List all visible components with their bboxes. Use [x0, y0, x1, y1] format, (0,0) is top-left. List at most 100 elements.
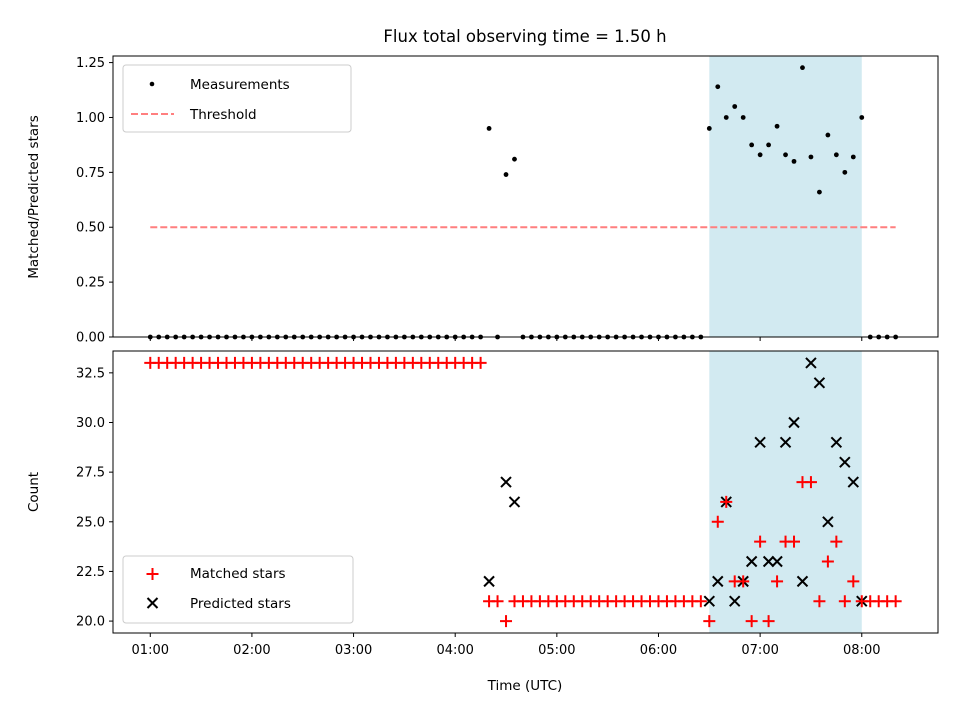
- matched-star-marker: [500, 615, 513, 628]
- matched-star-marker: [847, 575, 860, 588]
- legend-predicted-marker: [146, 597, 159, 609]
- predicted-star-marker: [500, 476, 512, 488]
- legend-measurements-label: Measurements: [190, 77, 290, 93]
- legend-bottom: Matched stars Predicted stars: [122, 555, 354, 624]
- legend-matched-marker: [146, 568, 159, 580]
- measurement-point: [757, 152, 763, 158]
- matched-star-marker: [754, 535, 767, 548]
- matched-star-marker: [821, 555, 834, 568]
- measurement-point: [774, 123, 780, 129]
- x-tick-label: 02:00: [233, 643, 270, 658]
- predicted-star-marker: [771, 555, 783, 568]
- plot-frame-top: [112, 55, 939, 338]
- legend-threshold-label: Threshold: [189, 107, 257, 123]
- matched-star-marker: [762, 615, 775, 628]
- measurement-point: [486, 126, 492, 131]
- x-axis-label: Time (UTC): [487, 678, 563, 694]
- legend-measurements-marker: [149, 81, 155, 87]
- predicted-star-marker: [847, 476, 860, 488]
- measurement-point: [850, 154, 856, 160]
- x-tick-label: 03:00: [335, 643, 372, 658]
- x-tick-label: 04:00: [436, 643, 473, 658]
- panel-top: 0.00 0.25 0.50 0.75 1.00 1.25: [76, 55, 939, 346]
- legend-predicted-label: Predicted stars: [190, 596, 291, 612]
- chart-title: Flux total observing time = 1.50 h: [383, 27, 666, 46]
- legend-bottom-frame: [122, 555, 354, 624]
- measurement-point: [791, 158, 797, 164]
- plot-frame-bottom: [112, 350, 939, 634]
- measurement-point: [766, 142, 771, 148]
- measurement-point: [723, 115, 729, 120]
- matched-star-marker: [889, 595, 902, 608]
- predicted-star-marker: [788, 416, 800, 429]
- top-y-axis-label: Matched/Predicted stars: [26, 115, 42, 278]
- matched-star-marker: [474, 356, 487, 369]
- matched-star-marker: [745, 615, 758, 628]
- matched-star-marker: [491, 595, 504, 608]
- matched-star-marker: [694, 595, 707, 608]
- measurement-point: [817, 189, 822, 195]
- x-tick-label: 01:00: [132, 643, 169, 658]
- predicted-star-marker: [745, 555, 758, 568]
- measurement-point: [842, 169, 848, 175]
- predicted-star-marker: [703, 595, 716, 607]
- measurement-point: [800, 65, 805, 71]
- predicted-star-marker: [796, 575, 809, 588]
- x-tick-label: 06:00: [640, 643, 677, 658]
- measurement-point: [715, 84, 721, 90]
- matched-star-marker: [703, 615, 716, 628]
- matched-star-marker: [804, 476, 817, 489]
- matched-star-marker: [830, 535, 843, 548]
- x-tick-label: 07:00: [741, 643, 778, 658]
- predicted-star-marker: [822, 516, 834, 528]
- y-tick-label-bottom: 25.0: [76, 515, 105, 530]
- measurement-point: [503, 172, 509, 177]
- legend-top-frame: [122, 64, 352, 133]
- x-tick-label: 08:00: [843, 643, 880, 658]
- legend-matched-label: Matched stars: [190, 566, 286, 582]
- matched-star-marker: [788, 535, 801, 548]
- matched-star-marker: [838, 595, 851, 608]
- matched-star-marker: [771, 575, 784, 588]
- y-tick-label-top: 0.00: [76, 331, 105, 346]
- y-tick-label-bottom: 27.5: [76, 466, 105, 481]
- measurement-point: [808, 154, 814, 160]
- predicted-star-marker: [839, 456, 851, 468]
- legend-top: Measurements Threshold: [122, 64, 352, 133]
- predicted-star-marker: [483, 575, 495, 588]
- measurement-point: [825, 132, 831, 138]
- measurement-point: [740, 115, 746, 120]
- y-tick-label-top: 0.25: [76, 276, 105, 291]
- measurement-point: [749, 142, 755, 148]
- matched-star-marker: [711, 515, 724, 528]
- y-tick-label-bottom: 30.0: [76, 416, 105, 431]
- highlight-span-bottom: [709, 351, 862, 633]
- measurement-point: [783, 152, 788, 158]
- matched-star-marker: [737, 575, 750, 588]
- predicted-star-marker: [508, 496, 521, 508]
- matched-star-marker: [813, 595, 826, 608]
- measurement-point: [833, 152, 839, 158]
- y-tick-label-bottom: 32.5: [76, 366, 105, 381]
- measurement-point: [859, 115, 865, 120]
- matched-star-marker: [720, 495, 733, 508]
- x-tick-label: 05:00: [538, 643, 575, 658]
- predicted-star-marker: [729, 595, 741, 607]
- y-tick-label-bottom: 22.5: [76, 565, 105, 580]
- predicted-star-marker: [754, 436, 766, 449]
- predicted-star-marker: [779, 436, 792, 449]
- panel-bottom: 20.0 22.5 25.0 27.5 30.0 32.5 01:00 02:00 03:00 0…: [76, 350, 939, 658]
- y-tick-label-bottom: 20.0: [76, 615, 105, 630]
- predicted-star-marker: [813, 377, 826, 389]
- y-tick-label-top: 1.25: [76, 56, 105, 71]
- predicted-star-marker: [712, 575, 724, 588]
- predicted-star-marker: [830, 436, 843, 449]
- highlight-span-top: [709, 56, 862, 337]
- y-tick-label-top: 1.00: [76, 111, 105, 126]
- matched-star-marker: [855, 595, 868, 608]
- y-tick-label-top: 0.50: [76, 221, 105, 236]
- measurement-point: [512, 156, 517, 162]
- y-tick-label-top: 0.75: [76, 166, 105, 181]
- bottom-y-axis-label: Count: [26, 472, 42, 512]
